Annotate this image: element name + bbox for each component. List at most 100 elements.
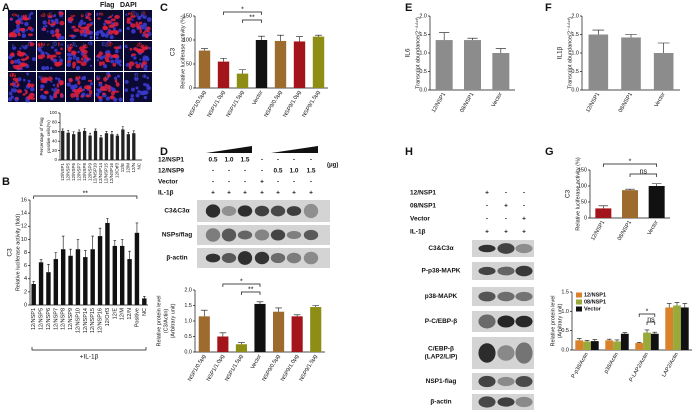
y-tick-label: 60 <box>52 129 58 134</box>
x-tick-label: 12/M <box>120 308 126 321</box>
micrograph: 12/NSP16 <box>124 41 152 71</box>
nucleus <box>37 46 42 51</box>
flag-cell <box>13 64 20 70</box>
blot-band <box>221 253 237 263</box>
bar <box>680 307 689 350</box>
error-bar <box>666 303 672 308</box>
nucleus <box>95 36 99 40</box>
condition-value: - <box>310 157 312 164</box>
condition-value: + <box>211 190 215 197</box>
bar <box>217 61 230 88</box>
flag-cell <box>108 41 113 47</box>
error-bar <box>657 42 670 53</box>
condition-value: - <box>261 157 263 164</box>
x-tick-label: 12/NSP16 <box>98 308 104 333</box>
bar <box>83 257 88 305</box>
nucleus <box>111 14 114 17</box>
nucleus <box>45 66 50 70</box>
flag-cell <box>67 46 72 52</box>
y-tick-label: 14 <box>21 211 27 217</box>
nucleus <box>129 97 135 102</box>
micrograph: 12/NSP1 <box>8 10 36 40</box>
blot-band <box>270 229 286 241</box>
x-tick-label: 12/NSP1 <box>31 308 37 330</box>
legend-swatch <box>576 292 582 298</box>
micrograph-label: 12/NSP6 <box>68 11 88 17</box>
legend-flag: Flag <box>100 2 114 9</box>
flag-cell <box>68 34 75 37</box>
nucleus <box>15 26 21 32</box>
flag-cell <box>16 89 23 94</box>
bar <box>61 130 65 160</box>
nucleus <box>30 11 34 15</box>
y-axis-label: Relative luciferase activity (fold) <box>15 214 21 292</box>
blot-band <box>497 315 515 328</box>
flag-cell <box>27 33 34 37</box>
condition-value: + <box>243 190 247 197</box>
legend-swatch <box>576 306 582 312</box>
blot-band <box>497 376 515 387</box>
bar <box>583 341 591 350</box>
unit-label: (μg) <box>327 163 338 169</box>
x-tick-label: 12/NSP8 <box>82 163 87 182</box>
x-tick-label: 12/NSP6 <box>71 163 76 182</box>
micrograph-label: 12/NSP8 <box>126 11 146 17</box>
flag-cell <box>15 97 19 100</box>
sig-label: * <box>241 6 244 13</box>
blot-band <box>205 228 221 242</box>
nucleus <box>126 26 130 31</box>
nucleus <box>135 86 139 90</box>
error-bar <box>258 35 265 40</box>
flag-cell <box>77 80 81 85</box>
flag-cell <box>47 19 51 22</box>
y-tick-label: 2.0 <box>184 287 192 293</box>
flag-cell <box>75 75 81 80</box>
flag-cell <box>57 42 61 47</box>
blot-band <box>478 266 496 276</box>
blot-band <box>515 342 533 364</box>
y-tick-label: 1.5 <box>571 32 579 38</box>
flag-cell <box>114 78 118 83</box>
flag-cell <box>144 33 149 39</box>
nucleus <box>104 33 109 38</box>
nucleus <box>146 17 152 22</box>
blot-band <box>286 230 302 240</box>
y-tick-label: 0.0 <box>571 87 579 93</box>
flag-cell <box>60 47 63 51</box>
y-axis-label: Relative luciferase activity (%) <box>575 157 581 231</box>
bar <box>126 134 130 160</box>
panel-letter: B <box>2 176 10 188</box>
y-tick-label: 80 <box>52 120 58 125</box>
nucleus <box>114 59 119 64</box>
sig-bracket <box>638 313 656 317</box>
micrograph: 12/NSP10 <box>37 41 65 71</box>
flag-cell <box>9 82 15 86</box>
bar <box>99 137 103 160</box>
nucleus <box>141 90 147 95</box>
nucleus <box>103 64 108 69</box>
y-tick-label: 4 <box>24 276 27 282</box>
flag-cell <box>56 83 60 88</box>
blot-band <box>515 396 533 408</box>
x-tick-label: 12/NSP5 <box>39 308 45 330</box>
y-axis-label: Percentage of Flag <box>39 117 44 156</box>
flag-cell <box>87 79 93 82</box>
nucleus <box>134 72 139 78</box>
nucleus <box>96 59 99 62</box>
nucleus <box>40 84 45 89</box>
flag-cell <box>25 89 28 95</box>
flag-cell <box>70 92 76 98</box>
condition-value: 0.5 <box>273 168 282 175</box>
nucleus <box>77 50 80 54</box>
blot-row-label: p38-MAPK <box>425 293 458 300</box>
x-tick-label: 12/NSP10 <box>93 163 98 184</box>
nucleus <box>11 45 17 50</box>
micrograph-label: 12/NSP14 <box>68 42 91 48</box>
flag-cell <box>76 60 82 64</box>
sig-label: ** <box>248 286 254 293</box>
condition-value: - <box>212 168 214 175</box>
error-bar <box>39 259 43 263</box>
flag-cell <box>127 12 135 16</box>
nucleus <box>25 54 28 57</box>
error-bar <box>121 126 124 130</box>
